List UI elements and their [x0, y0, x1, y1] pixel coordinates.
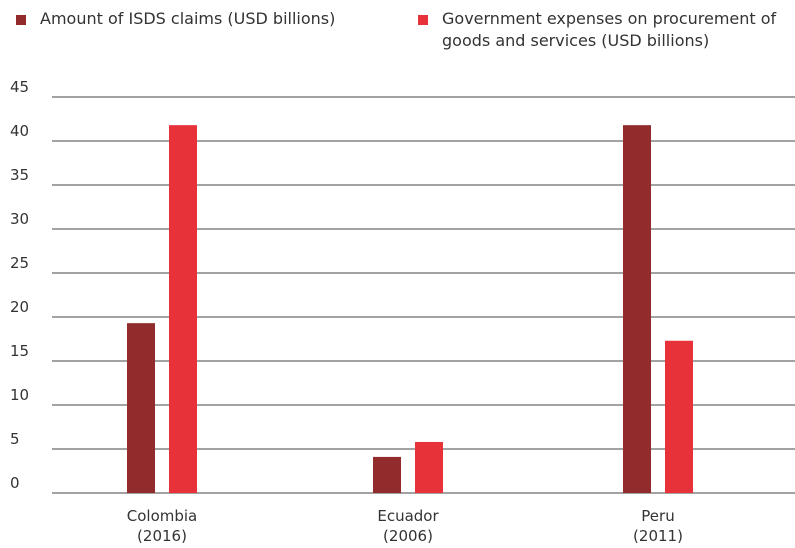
bar-government-expenses-0: [169, 125, 197, 493]
y-tick-label: 30: [10, 210, 29, 228]
chart-legend: Amount of ISDS claims (USD billions) Gov…: [0, 8, 795, 68]
x-category-label: Peru (2011): [633, 507, 683, 545]
x-category-label: Colombia (2016): [127, 507, 198, 545]
legend-label-isds-claims: Amount of ISDS claims (USD billions): [40, 9, 336, 28]
y-tick-label: 35: [10, 166, 29, 184]
bar-isds-claims-0: [127, 323, 155, 493]
legend-label-government-expenses: Government expenses on procurement of go…: [442, 9, 777, 50]
y-tick-label: 45: [10, 78, 29, 96]
bar-government-expenses-2: [665, 340, 693, 493]
x-axis-categories: Colombia (2016) Ecuador (2006) Peru (2011): [127, 507, 683, 545]
legend-swatch-isds-claims: [16, 15, 26, 25]
y-tick-label: 40: [10, 122, 29, 140]
bar-isds-claims-1: [373, 456, 401, 493]
y-tick-label: 0: [10, 474, 20, 492]
x-category-label: Ecuador (2006): [377, 507, 439, 545]
legend-swatch-government-expenses: [418, 15, 428, 25]
y-tick-label: 5: [10, 430, 20, 448]
bars: [127, 125, 693, 493]
y-tick-label: 25: [10, 254, 29, 272]
y-tick-label: 10: [10, 386, 29, 404]
y-tick-label: 15: [10, 342, 29, 360]
bar-isds-claims-2: [623, 125, 651, 493]
legend-item-isds-claims: Amount of ISDS claims (USD billions): [16, 8, 335, 30]
y-axis-ticks: 0 5 10 15 20 25 30 35 40 45: [10, 78, 29, 492]
y-tick-label: 20: [10, 298, 29, 316]
bar-government-expenses-1: [415, 441, 443, 493]
legend-item-government-expenses: Government expenses on procurement of go…: [418, 8, 788, 52]
